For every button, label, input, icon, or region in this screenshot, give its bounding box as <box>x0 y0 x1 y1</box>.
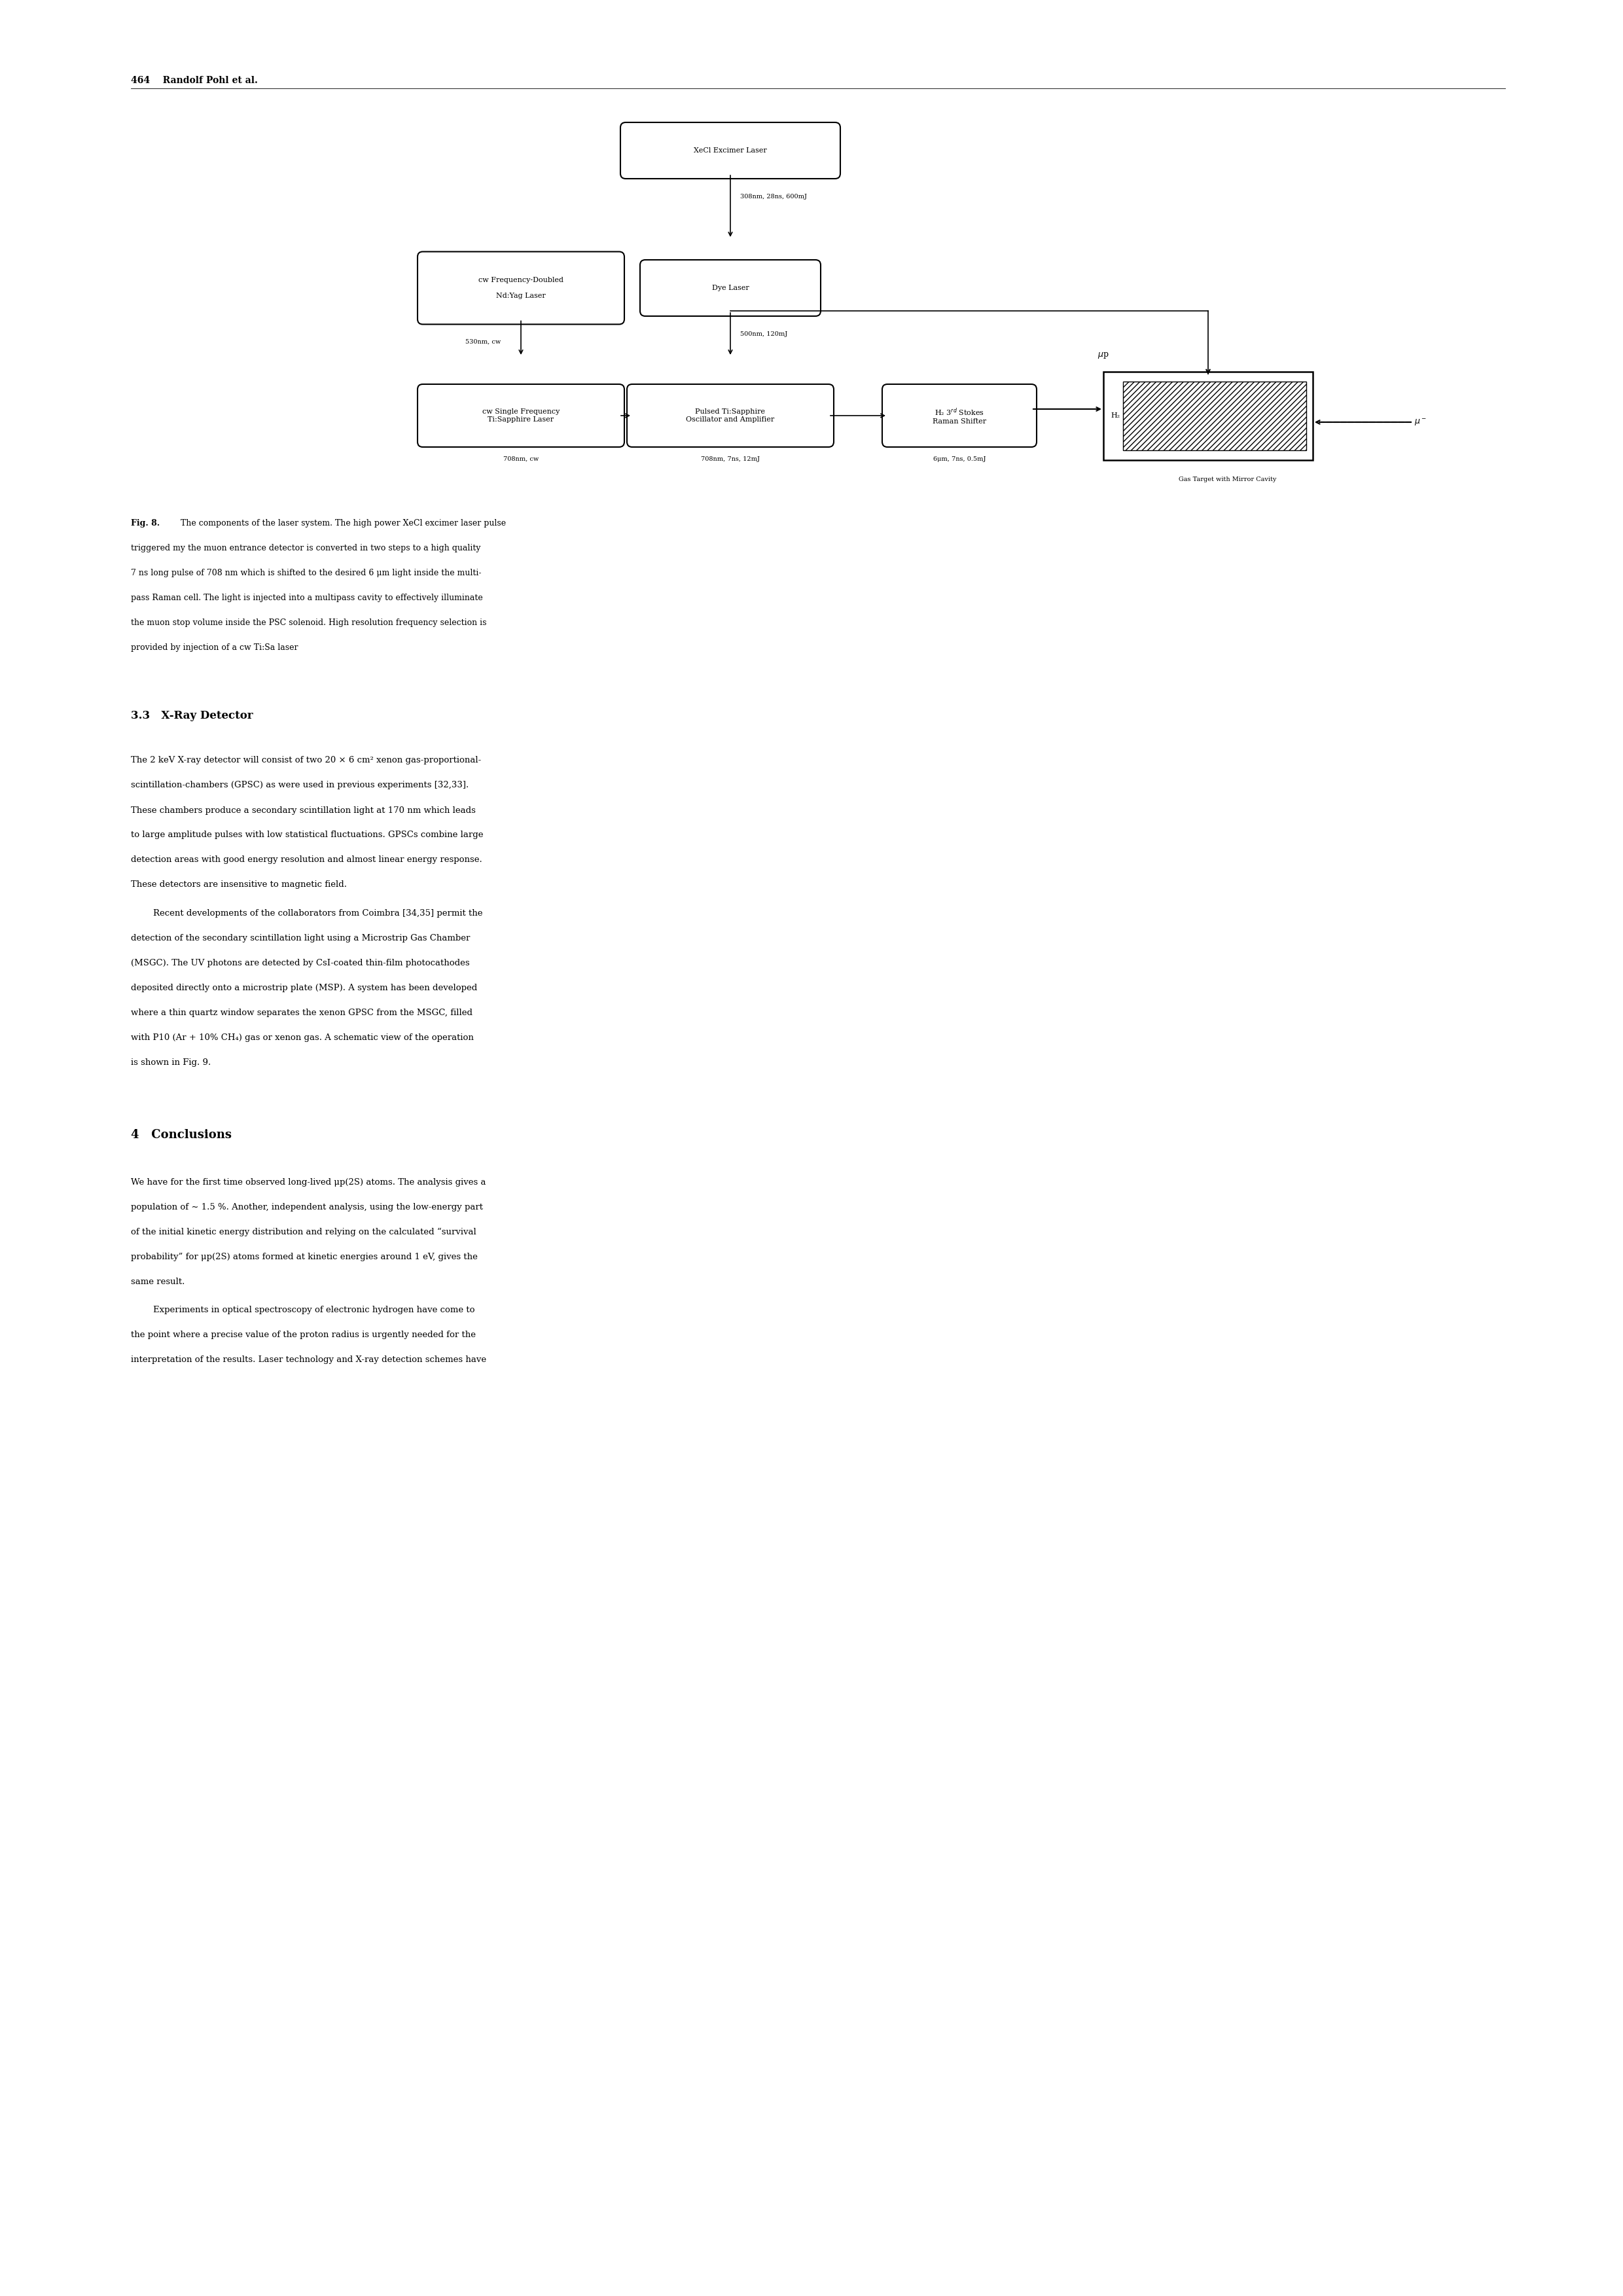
Text: 500nm, 120mJ: 500nm, 120mJ <box>740 331 787 338</box>
Text: These chambers produce a secondary scintillation light at 170 nm which leads: These chambers produce a secondary scint… <box>131 806 476 815</box>
Text: The components of the laser system. The high power XeCl excimer laser pulse: The components of the laser system. The … <box>179 519 506 528</box>
Text: cw Frequency-Doubled

Nd:Yag Laser: cw Frequency-Doubled Nd:Yag Laser <box>479 278 563 298</box>
Text: scintillation-chambers (GPSC) as were used in previous experiments [32,33].: scintillation-chambers (GPSC) as were us… <box>131 781 469 790</box>
Text: Gas Target with Mirror Cavity: Gas Target with Mirror Cavity <box>1178 475 1277 482</box>
Text: where a thin quartz window separates the xenon GPSC from the MSGC, filled: where a thin quartz window separates the… <box>131 1008 472 1017</box>
Text: same result.: same result. <box>131 1277 185 1286</box>
Text: deposited directly onto a microstrip plate (MSP). A system has been developed: deposited directly onto a microstrip pla… <box>131 983 477 992</box>
Text: is shown in Fig. 9.: is shown in Fig. 9. <box>131 1058 211 1068</box>
Text: H₂: H₂ <box>1110 413 1120 418</box>
Text: 4   Conclusions: 4 Conclusions <box>131 1130 232 1141</box>
Text: 7 ns long pulse of 708 nm which is shifted to the desired 6 μm light inside the : 7 ns long pulse of 708 nm which is shift… <box>131 569 482 576</box>
Text: XeCl Excimer Laser: XeCl Excimer Laser <box>693 147 768 154</box>
Text: Pulsed Ti:Sapphire
Oscillator and Amplifier: Pulsed Ti:Sapphire Oscillator and Amplif… <box>687 409 774 422</box>
Text: with P10 (Ar + 10% CH₄) gas or xenon gas. A schematic view of the operation: with P10 (Ar + 10% CH₄) gas or xenon gas… <box>131 1033 474 1042</box>
Text: triggered my the muon entrance detector is converted in two steps to a high qual: triggered my the muon entrance detector … <box>131 544 480 551</box>
Text: Recent developments of the collaborators from Coimbra [34,35] permit the: Recent developments of the collaborators… <box>131 909 482 918</box>
Text: provided by injection of a cw Ti:Sa laser: provided by injection of a cw Ti:Sa lase… <box>131 643 299 652</box>
Text: detection of the secondary scintillation light using a Microstrip Gas Chamber: detection of the secondary scintillation… <box>131 934 471 941</box>
Text: 708nm, 7ns, 12mJ: 708nm, 7ns, 12mJ <box>701 457 760 461</box>
Text: 308nm, 28ns, 600mJ: 308nm, 28ns, 600mJ <box>740 193 807 200</box>
Text: the muon stop volume inside the PSC solenoid. High resolution frequency selectio: the muon stop volume inside the PSC sole… <box>131 618 487 627</box>
Text: cw Single Frequency
Ti:Sapphire Laser: cw Single Frequency Ti:Sapphire Laser <box>482 409 560 422</box>
Bar <box>1104 372 1313 459</box>
FancyBboxPatch shape <box>620 122 841 179</box>
Text: of the initial kinetic energy distribution and relying on the calculated “surviv: of the initial kinetic energy distributi… <box>131 1228 476 1235</box>
Text: These detectors are insensitive to magnetic field.: These detectors are insensitive to magne… <box>131 882 347 889</box>
Text: interpretation of the results. Laser technology and X-ray detection schemes have: interpretation of the results. Laser tec… <box>131 1355 487 1364</box>
Text: population of ∼ 1.5 %. Another, independent analysis, using the low-energy part: population of ∼ 1.5 %. Another, independ… <box>131 1203 484 1212</box>
Text: H₂ 3$^{rd}$ Stokes
Raman Shifter: H₂ 3$^{rd}$ Stokes Raman Shifter <box>933 406 987 425</box>
FancyBboxPatch shape <box>626 383 834 448</box>
Text: $\mu$p: $\mu$p <box>1097 351 1109 360</box>
Bar <box>1123 381 1307 450</box>
Text: (MSGC). The UV photons are detected by CsI-coated thin-film photocathodes: (MSGC). The UV photons are detected by C… <box>131 957 469 967</box>
Text: We have for the first time observed long-lived μp(2S) atoms. The analysis gives : We have for the first time observed long… <box>131 1178 485 1187</box>
FancyBboxPatch shape <box>417 253 625 324</box>
Text: to large amplitude pulses with low statistical fluctuations. GPSCs combine large: to large amplitude pulses with low stati… <box>131 831 484 840</box>
Text: Experiments in optical spectroscopy of electronic hydrogen have come to: Experiments in optical spectroscopy of e… <box>131 1306 476 1313</box>
Text: Fig. 8.: Fig. 8. <box>131 519 159 528</box>
Text: pass Raman cell. The light is injected into a multipass cavity to effectively il: pass Raman cell. The light is injected i… <box>131 592 482 602</box>
Text: the point where a precise value of the proton radius is urgently needed for the: the point where a precise value of the p… <box>131 1329 476 1339</box>
Text: 708nm, cw: 708nm, cw <box>503 457 539 461</box>
Text: The 2 keV X-ray detector will consist of two 20 × 6 cm² xenon gas-proportional-: The 2 keV X-ray detector will consist of… <box>131 755 480 765</box>
Text: 464    Randolf Pohl et al.: 464 Randolf Pohl et al. <box>131 76 258 85</box>
Text: Dye Laser: Dye Laser <box>712 285 748 292</box>
FancyBboxPatch shape <box>417 383 625 448</box>
Text: 3.3   X-Ray Detector: 3.3 X-Ray Detector <box>131 709 253 721</box>
FancyBboxPatch shape <box>883 383 1037 448</box>
Text: probability” for μp(2S) atoms formed at kinetic energies around 1 eV, gives the: probability” for μp(2S) atoms formed at … <box>131 1251 477 1261</box>
Text: 6μm, 7ns, 0.5mJ: 6μm, 7ns, 0.5mJ <box>933 457 985 461</box>
Text: 530nm, cw: 530nm, cw <box>466 340 502 344</box>
Text: $\mu^-$: $\mu^-$ <box>1414 418 1427 427</box>
FancyBboxPatch shape <box>639 259 821 317</box>
Text: detection areas with good energy resolution and almost linear energy response.: detection areas with good energy resolut… <box>131 856 482 863</box>
